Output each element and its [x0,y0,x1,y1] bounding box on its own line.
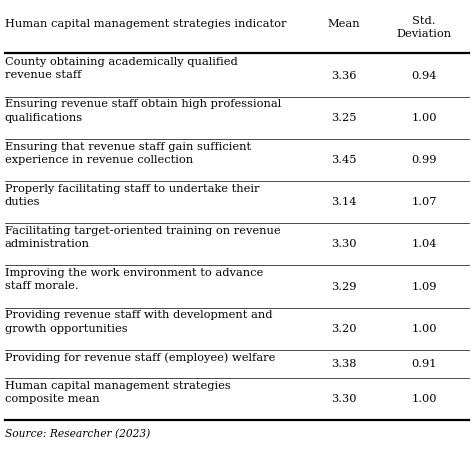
Text: Mean: Mean [328,19,360,29]
Text: Human capital management strategies indicator: Human capital management strategies indi… [5,19,286,29]
Text: 3.29: 3.29 [331,281,356,292]
Text: 1.00: 1.00 [411,394,437,404]
Text: Ensuring that revenue staff gain sufficient
experience in revenue collection: Ensuring that revenue staff gain suffici… [5,142,251,165]
Text: 1.00: 1.00 [411,324,437,334]
Text: 0.91: 0.91 [411,359,437,369]
Text: Improving the work environment to advance
staff morale.: Improving the work environment to advanc… [5,268,263,291]
Text: Ensuring revenue staff obtain high professional
qualifications: Ensuring revenue staff obtain high profe… [5,99,281,122]
Text: 1.00: 1.00 [411,113,437,123]
Text: County obtaining academically qualified
revenue staff: County obtaining academically qualified … [5,57,237,80]
Text: Std.
Deviation: Std. Deviation [397,16,452,39]
Text: 1.04: 1.04 [411,239,437,250]
Text: 3.25: 3.25 [331,113,356,123]
Text: 3.45: 3.45 [331,155,356,165]
Text: 0.99: 0.99 [411,155,437,165]
Text: 1.07: 1.07 [411,197,437,207]
Text: 1.09: 1.09 [411,281,437,292]
Text: 3.14: 3.14 [331,197,356,207]
Text: 3.30: 3.30 [331,239,356,250]
Text: 3.30: 3.30 [331,394,356,404]
Text: Human capital management strategies
composite mean: Human capital management strategies comp… [5,381,230,404]
Text: 0.94: 0.94 [411,70,437,81]
Text: 3.36: 3.36 [331,70,356,81]
Text: Facilitating target-oriented training on revenue
administration: Facilitating target-oriented training on… [5,226,280,249]
Text: Properly facilitating staff to undertake their
duties: Properly facilitating staff to undertake… [5,184,259,207]
Text: 3.38: 3.38 [331,359,356,369]
Text: Providing revenue staff with development and
growth opportunities: Providing revenue staff with development… [5,310,272,333]
Text: Source: Researcher (2023): Source: Researcher (2023) [5,429,150,439]
Text: 3.20: 3.20 [331,324,356,334]
Text: Providing for revenue staff (employee) welfare: Providing for revenue staff (employee) w… [5,353,275,363]
